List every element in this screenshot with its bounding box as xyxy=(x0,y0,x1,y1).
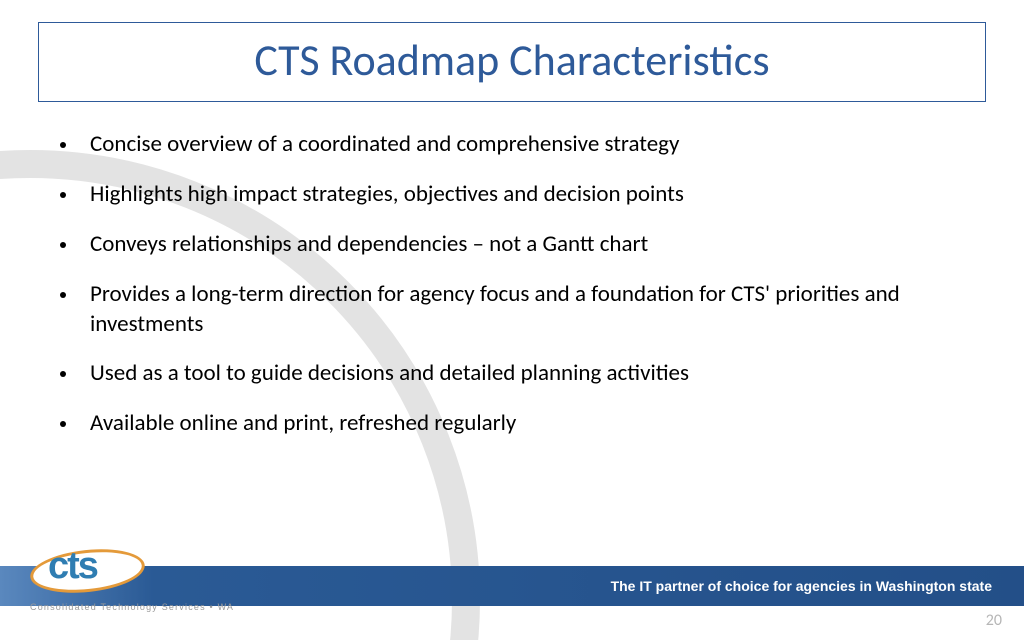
bullet-icon xyxy=(60,192,66,198)
list-item: Conveys relationships and dependencies –… xyxy=(60,230,984,260)
bullet-text: Concise overview of a coordinated and co… xyxy=(90,130,984,160)
list-item: Concise overview of a coordinated and co… xyxy=(60,130,984,160)
logo-subtitle: Consolidated Technology Services • WA xyxy=(30,602,234,612)
bullet-icon xyxy=(60,242,66,248)
bullet-text: Conveys relationships and dependencies –… xyxy=(90,230,984,260)
bullet-text: Highlights high impact strategies, objec… xyxy=(90,180,984,210)
title-box: CTS Roadmap Characteristics xyxy=(38,22,986,102)
list-item: Used as a tool to guide decisions and de… xyxy=(60,359,984,389)
logo: cts Consolidated Technology Services • W… xyxy=(30,546,234,612)
bullet-icon xyxy=(60,421,66,427)
bullet-icon xyxy=(60,142,66,148)
list-item: Provides a long-term direction for agenc… xyxy=(60,280,984,340)
list-item: Highlights high impact strategies, objec… xyxy=(60,180,984,210)
bullet-list: Concise overview of a coordinated and co… xyxy=(60,130,984,459)
bullet-text: Provides a long-term direction for agenc… xyxy=(90,280,984,340)
logo-mark: cts xyxy=(30,546,150,596)
page-number: 20 xyxy=(986,611,1002,630)
footer-tagline: The IT partner of choice for agencies in… xyxy=(611,578,992,594)
list-item: Available online and print, refreshed re… xyxy=(60,409,984,439)
logo-text: cts xyxy=(48,545,97,588)
bullet-text: Used as a tool to guide decisions and de… xyxy=(90,359,984,389)
bullet-text: Available online and print, refreshed re… xyxy=(90,409,984,439)
page-title: CTS Roadmap Characteristics xyxy=(59,33,965,87)
bullet-icon xyxy=(60,292,66,298)
bullet-icon xyxy=(60,371,66,377)
